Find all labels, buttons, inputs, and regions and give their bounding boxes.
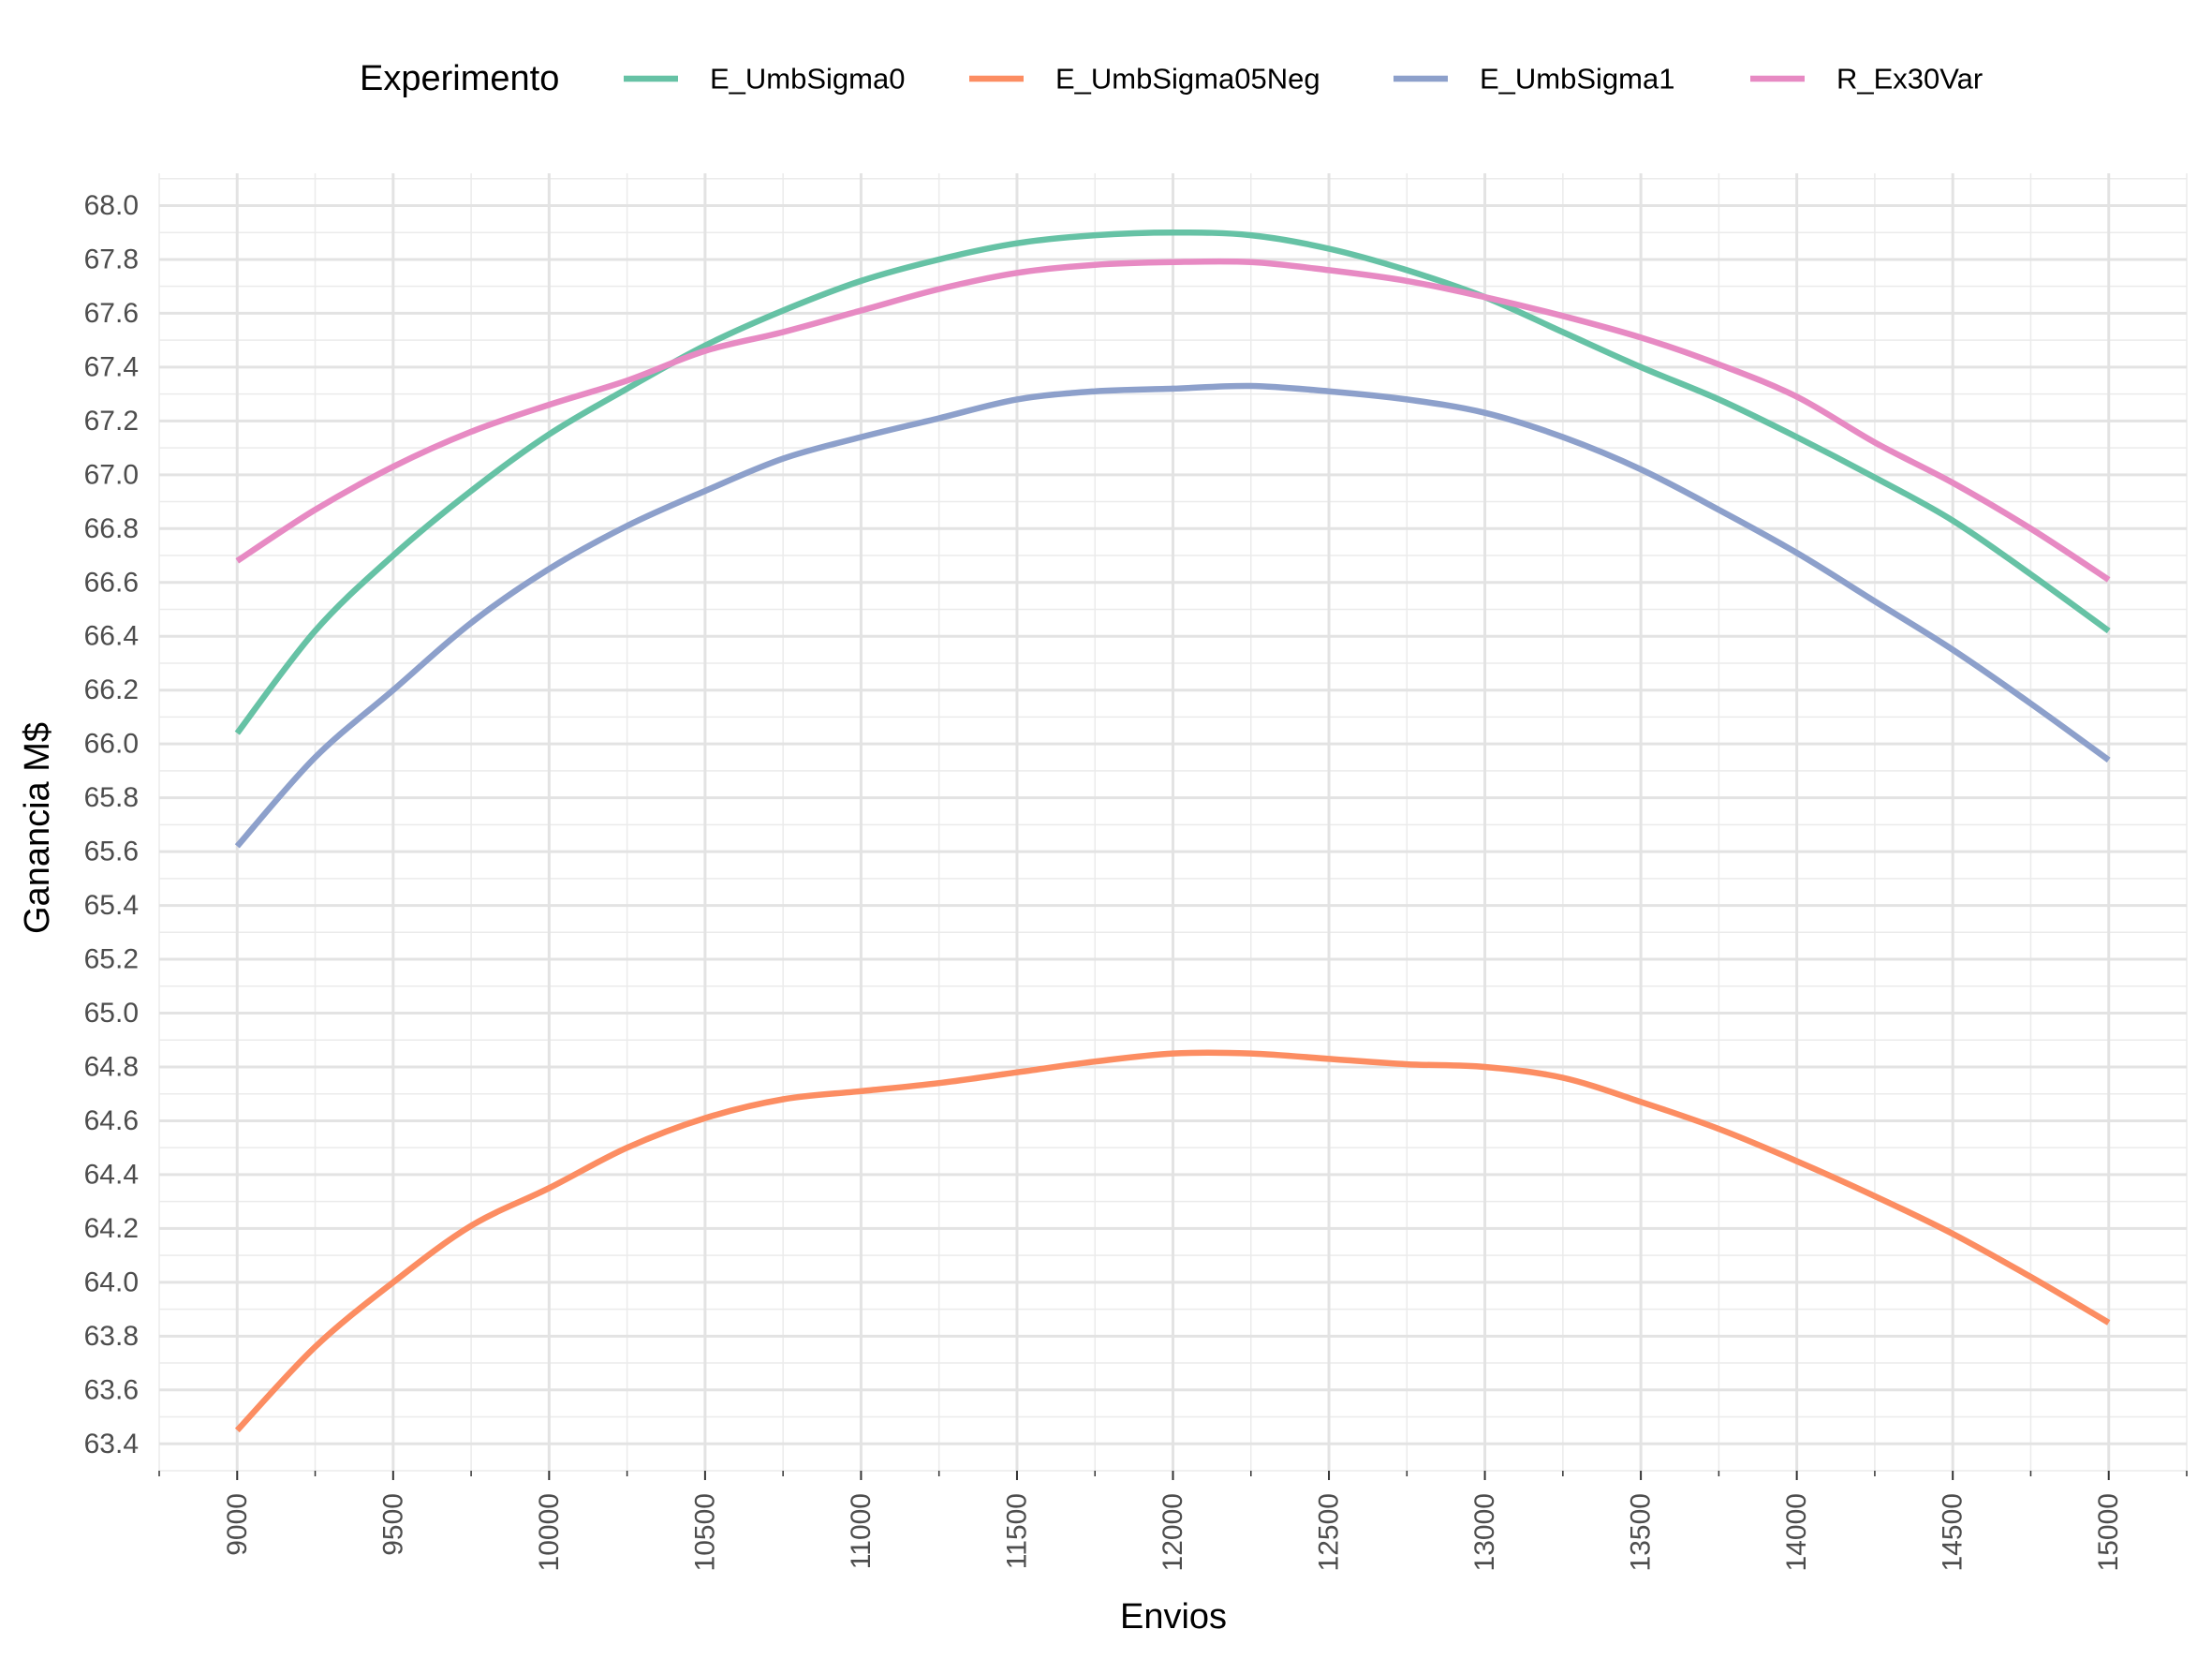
x-axis-tick-labels: 9000 9500 10000 10500 11000 11500 12000 12500 13… [222,1493,2124,1571]
x-tick-label: 13000 [1469,1493,1500,1571]
y-tick-label: 64.8 [84,1051,139,1082]
x-tick-label: 13500 [1626,1493,1657,1571]
y-tick-label: 65.2 [84,944,139,975]
y-tick-label: 65.4 [84,890,139,921]
x-tick-label: 9000 [222,1493,253,1556]
y-tick-label: 67.6 [84,298,139,329]
x-axis-title: Envios [1120,1597,1227,1637]
y-tick-label: 64.2 [84,1213,139,1244]
legend-title: Experimento [360,59,559,98]
y-tick-label: 65.0 [84,998,139,1029]
y-tick-label: 66.6 [84,567,139,598]
series-line-E_UmbSigma05Neg [234,1049,2111,1433]
x-tick-label: 10000 [534,1493,565,1571]
legend-label-E_UmbSigma05Neg: E_UmbSigma05Neg [1055,63,1320,96]
y-tick-label: 63.8 [84,1321,139,1352]
x-tick-label: 11000 [846,1493,877,1569]
y-tick-label: 66.4 [84,621,139,652]
y-tick-label: 66.2 [84,674,139,705]
y-tick-label: 65.6 [84,837,139,867]
major-gridlines [159,173,2187,1471]
y-tick-label: 67.8 [84,244,139,274]
x-tick-label: 14000 [1781,1493,1812,1571]
y-tick-label: 67.4 [84,351,139,382]
series-line-R_Ex30Var [235,258,2111,583]
x-tick-label: 12500 [1314,1493,1345,1571]
y-tick-label: 63.6 [84,1374,139,1405]
x-tick-label: 11500 [1001,1493,1032,1569]
y-tick-label: 64.0 [84,1266,139,1297]
axis-ticks [158,1471,2188,1480]
y-tick-label: 68.0 [84,190,139,221]
y-tick-label: 64.6 [84,1105,139,1136]
x-tick-label: 9500 [377,1493,408,1556]
y-axis-tick-labels: 63.4 63.6 63.8 64.0 64.2 64.4 64.6 64.8 65.0 65.2… [84,190,139,1459]
y-tick-label: 66.0 [84,729,139,760]
series-line-E_UmbSigma0 [234,229,2111,735]
y-tick-label: 67.2 [84,406,139,437]
y-tick-label: 65.8 [84,782,139,813]
y-tick-label: 64.4 [84,1159,139,1190]
legend-label-E_UmbSigma1: E_UmbSigma1 [1480,63,1674,96]
x-tick-label: 14500 [1938,1493,1969,1571]
y-tick-label: 66.8 [84,513,139,544]
y-tick-label: 63.4 [84,1429,139,1459]
x-tick-label: 15000 [2093,1493,2124,1571]
legend: Experimento E_UmbSigma0 E_UmbSigma05Neg E_… [360,59,1983,98]
y-axis-title: Ganancia M$ [18,722,57,934]
x-tick-label: 12000 [1158,1493,1188,1571]
legend-label-E_UmbSigma0: E_UmbSigma0 [710,63,905,96]
series-lines [234,229,2111,1433]
series-line-E_UmbSigma1 [234,382,2111,849]
x-tick-label: 10500 [689,1493,720,1571]
y-tick-label: 67.0 [84,459,139,490]
legend-label-R_Ex30Var: R_Ex30Var [1836,63,1983,96]
